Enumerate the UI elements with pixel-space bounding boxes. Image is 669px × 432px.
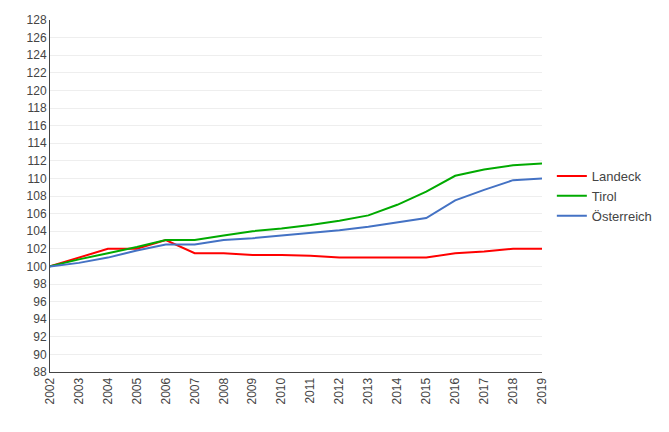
svg-text:2018: 2018 bbox=[506, 377, 520, 404]
svg-text:118: 118 bbox=[27, 101, 46, 115]
svg-text:122: 122 bbox=[27, 66, 47, 80]
svg-text:102: 102 bbox=[27, 242, 47, 256]
svg-text:120: 120 bbox=[27, 84, 47, 98]
svg-text:2016: 2016 bbox=[448, 377, 462, 404]
svg-text:2007: 2007 bbox=[188, 377, 202, 404]
svg-text:2013: 2013 bbox=[361, 377, 375, 404]
svg-text:90: 90 bbox=[33, 348, 47, 362]
svg-text:2006: 2006 bbox=[159, 377, 173, 404]
svg-text:2005: 2005 bbox=[130, 377, 144, 404]
svg-text:124: 124 bbox=[27, 48, 47, 62]
svg-text:100: 100 bbox=[27, 260, 47, 274]
svg-text:104: 104 bbox=[27, 224, 47, 238]
svg-text:128: 128 bbox=[27, 13, 47, 27]
svg-text:2004: 2004 bbox=[101, 377, 115, 404]
svg-text:2014: 2014 bbox=[390, 377, 404, 404]
svg-text:110: 110 bbox=[27, 172, 46, 186]
svg-text:Landeck: Landeck bbox=[592, 169, 642, 184]
svg-text:2008: 2008 bbox=[217, 377, 231, 404]
svg-text:2011: 2011 bbox=[303, 377, 317, 403]
svg-text:114: 114 bbox=[27, 136, 46, 150]
svg-text:2015: 2015 bbox=[419, 377, 433, 404]
svg-text:2010: 2010 bbox=[274, 377, 288, 404]
svg-text:2002: 2002 bbox=[43, 377, 57, 404]
svg-text:112: 112 bbox=[27, 154, 46, 168]
svg-text:Österreich: Österreich bbox=[592, 209, 652, 224]
svg-text:88: 88 bbox=[33, 365, 47, 379]
svg-text:92: 92 bbox=[33, 330, 47, 344]
svg-text:2003: 2003 bbox=[72, 377, 86, 404]
svg-text:116: 116 bbox=[27, 119, 46, 133]
svg-text:2019: 2019 bbox=[535, 377, 549, 404]
svg-text:96: 96 bbox=[33, 295, 47, 309]
svg-text:108: 108 bbox=[27, 189, 47, 203]
svg-text:98: 98 bbox=[33, 277, 47, 291]
svg-text:2009: 2009 bbox=[245, 377, 259, 404]
svg-text:94: 94 bbox=[33, 312, 47, 326]
svg-text:126: 126 bbox=[27, 31, 47, 45]
svg-text:2017: 2017 bbox=[477, 377, 491, 404]
svg-text:Tirol: Tirol bbox=[592, 189, 617, 204]
svg-text:2012: 2012 bbox=[332, 377, 346, 404]
svg-text:106: 106 bbox=[27, 207, 47, 221]
